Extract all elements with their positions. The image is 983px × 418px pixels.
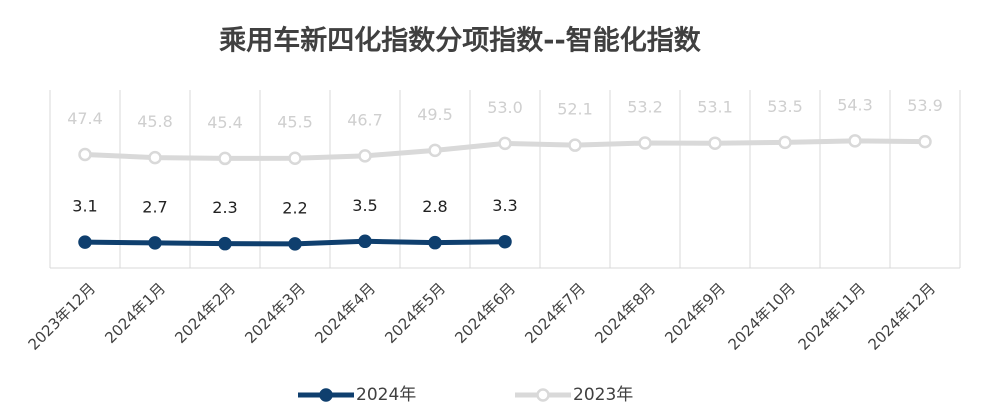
data-label: 3.1 <box>72 197 97 216</box>
point <box>148 236 162 250</box>
data-label: 53.5 <box>767 97 803 116</box>
data-label: 2.7 <box>142 197 167 216</box>
data-label: 45.4 <box>207 113 243 132</box>
data-label: 3.5 <box>352 196 377 215</box>
x-tick-label: 2023年12月 <box>25 279 99 353</box>
data-label: 2.3 <box>212 198 237 217</box>
point <box>568 138 582 152</box>
data-label: 53.1 <box>697 98 733 117</box>
data-label: 3.3 <box>492 196 517 215</box>
point <box>428 143 442 158</box>
data-label: 45.5 <box>277 113 313 132</box>
x-tick-label: 2024年8月 <box>591 279 659 347</box>
x-tick-label: 2024年9月 <box>661 279 729 347</box>
x-tick-label: 2024年11月 <box>795 279 869 353</box>
legend-label: 2024年 <box>356 385 416 405</box>
point <box>288 237 302 251</box>
x-tick-label: 2024年1月 <box>101 279 169 347</box>
point <box>918 134 932 149</box>
point <box>498 234 512 249</box>
x-tick-label: 2024年3月 <box>241 279 309 347</box>
point <box>218 151 232 166</box>
data-label: 2.8 <box>422 197 447 216</box>
point <box>428 235 442 250</box>
point <box>78 235 92 249</box>
data-label: 49.5 <box>417 105 453 124</box>
x-tick-label: 2024年2月 <box>171 279 239 347</box>
point <box>358 149 372 163</box>
point <box>148 150 162 165</box>
x-tick-label: 2024年7月 <box>521 279 589 347</box>
data-label: 53.2 <box>627 98 663 117</box>
point <box>708 136 722 150</box>
point <box>288 151 302 165</box>
x-tick-label: 2024年6月 <box>451 279 519 347</box>
data-label: 47.4 <box>67 109 103 128</box>
data-label: 52.1 <box>557 100 593 119</box>
x-tick-label: 2024年12月 <box>865 279 939 353</box>
data-label: 53.0 <box>487 98 523 117</box>
point <box>778 135 792 150</box>
data-label: 54.3 <box>837 95 873 114</box>
x-tick-label: 2024年10月 <box>725 279 799 353</box>
legend-label: 2023年 <box>573 385 633 405</box>
point <box>848 134 862 148</box>
data-label: 45.8 <box>137 112 173 131</box>
legend-marker <box>319 388 333 402</box>
chart-title: 乘用车新四化指数分项指数--智能化指数 <box>218 25 701 57</box>
point <box>218 236 232 251</box>
point <box>638 136 652 150</box>
data-label: 46.7 <box>347 110 383 129</box>
point <box>78 147 92 162</box>
data-label: 2.2 <box>282 198 307 217</box>
data-label: 53.9 <box>907 96 943 115</box>
legend-marker <box>536 388 550 402</box>
point <box>498 136 512 151</box>
x-tick-label: 2024年5月 <box>381 279 449 347</box>
x-tick-label: 2024年4月 <box>311 279 379 347</box>
point <box>358 234 372 249</box>
